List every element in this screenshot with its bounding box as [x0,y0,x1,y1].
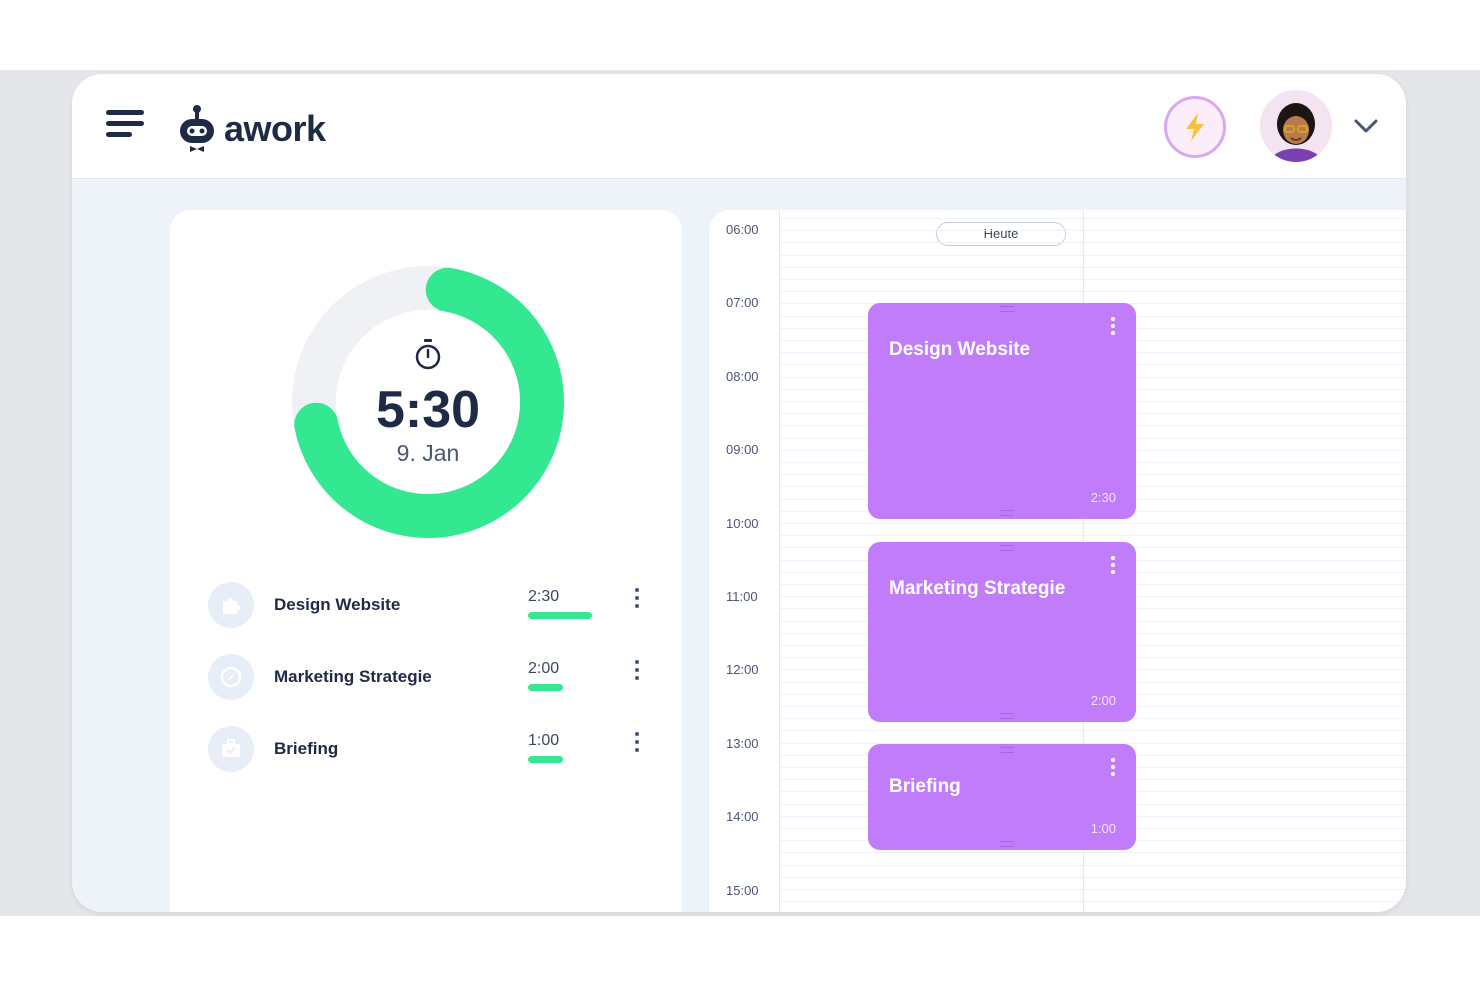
task-name: Design Website [274,595,401,614]
grid-line [780,523,1406,524]
resize-handle-bottom[interactable] [1000,713,1014,719]
task-row[interactable]: Briefing 1:00 [208,726,648,774]
grid-line [780,877,1406,878]
total-time: 5:30 [375,381,481,439]
compass-icon [220,666,242,688]
grid-line [780,218,1406,219]
task-duration: 1:00 [528,732,560,749]
chevron-down-icon[interactable] [1352,116,1380,136]
more-options-icon[interactable] [632,588,642,614]
more-options-icon[interactable] [632,732,642,758]
robot-logo-icon [180,105,214,152]
user-avatar[interactable] [1260,90,1332,162]
task-name: Marketing Strategie [274,667,432,686]
calendar-event[interactable]: Design Website 2:30 [868,303,1136,519]
boost-button[interactable] [1164,96,1226,158]
hamburger-menu-icon[interactable] [106,110,144,140]
grid-line [780,901,1406,902]
grid-line [780,267,1406,268]
more-options-icon[interactable] [1110,758,1116,780]
hour-label: 09:00 [726,442,759,458]
hour-label: 12:00 [726,662,759,678]
grid-line [780,889,1406,890]
progress-ring-fill [292,266,564,538]
brand-name: awork [224,108,326,149]
more-options-icon[interactable] [632,660,642,686]
hour-column: 06:00 07:00 08:00 09:00 10:00 11:00 12:00 13:00… [709,210,780,912]
calendar-event[interactable]: Marketing Strategie 2:00 [868,542,1136,722]
task-name: Briefing [274,739,339,758]
resize-handle-top[interactable] [1000,545,1014,551]
calendar-event[interactable]: Briefing 1:00 [868,744,1136,850]
resize-handle-top[interactable] [1000,747,1014,753]
resize-handle-bottom[interactable] [1000,510,1014,516]
progress-ring [288,262,568,542]
awork-logo[interactable]: awork [178,104,326,154]
task-duration: 2:30 [528,588,560,605]
stopwatch-icon [415,339,441,370]
event-duration: 1:00 [1090,821,1116,836]
task-progress-bar [528,756,563,763]
task-icon-container [208,654,254,700]
timer-readout: 5:30 9. Jan [288,262,568,542]
grid-line [780,743,1406,744]
event-title: Marketing Strategie [889,578,1066,599]
timer-date: 9. Jan [396,440,460,466]
event-title: Briefing [889,776,961,797]
resize-handle-top[interactable] [1000,306,1014,312]
task-duration: 2:00 [528,660,560,677]
hour-label: 10:00 [726,515,759,531]
event-duration: 2:30 [1090,490,1116,505]
event-duration: 2:00 [1090,693,1116,708]
time-tracking-card: 5:30 9. Jan Design Website 2:30 Marketin… [170,210,682,912]
hour-label: 15:00 [726,882,759,898]
task-row[interactable]: Design Website 2:30 [208,582,648,630]
puzzle-icon [223,598,240,614]
lightning-bolt-icon [1186,113,1204,141]
grid-line [780,242,1406,243]
more-options-icon[interactable] [1110,556,1116,578]
app-window: awork [72,74,1406,912]
grid-line [780,291,1406,292]
hour-label: 07:00 [726,295,759,311]
grid-line [780,230,1406,231]
grid-line [780,255,1406,256]
grid-line [780,865,1406,866]
hour-label: 13:00 [726,735,759,751]
avatar-portrait-icon [1260,90,1332,162]
grid-line [780,535,1406,536]
task-row[interactable]: Marketing Strategie 2:00 [208,654,648,702]
hour-label: 06:00 [726,222,759,237]
task-progress-bar [528,684,563,691]
task-progress-bar [528,612,592,619]
resize-handle-bottom[interactable] [1000,841,1014,847]
task-icon-container [208,582,254,628]
briefcase-icon [222,739,240,757]
calendar-grid[interactable]: Heute Design Website 2:30 Marketing Strate… [780,210,1406,912]
top-bar: awork [72,74,1406,179]
grid-line [780,852,1406,853]
hour-label: 11:00 [726,589,758,604]
event-title: Design Website [889,339,1031,360]
hour-label: 14:00 [726,809,759,825]
hour-label: 08:00 [726,368,759,384]
grid-line [780,279,1406,280]
task-icon-container [208,726,254,772]
more-options-icon[interactable] [1110,317,1116,339]
grid-line [780,730,1406,731]
day-calendar: 06:00 07:00 08:00 09:00 10:00 11:00 12:00 13:00… [709,210,1406,912]
